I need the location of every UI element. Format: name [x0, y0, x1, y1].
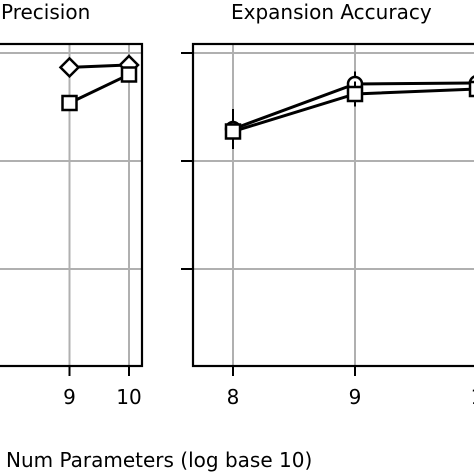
square-marker [120, 66, 138, 83]
square-marker [468, 80, 474, 98]
shared-x-axis-label: Num Parameters (log base 10) [6, 448, 312, 472]
expansion-accuracy-series [224, 71, 474, 149]
precision-panel: Precision 9 10 [0, 0, 144, 409]
precision-axes-frame [0, 42, 144, 368]
square-marker [224, 123, 242, 140]
expansion-accuracy-x-ticks: 8 9 1 [227, 366, 474, 409]
x-tick-label: 10 [116, 385, 141, 409]
expansion-accuracy-panel: Expansion Accuracy 8 9 1 [181, 0, 474, 409]
axes-border [0, 42, 144, 368]
precision-series [58, 54, 140, 112]
expansion-accuracy-title: Expansion Accuracy [231, 0, 432, 24]
x-tick-label: 9 [349, 385, 362, 409]
expansion-accuracy-axes-frame [181, 42, 474, 368]
precision-x-ticks: 9 10 [63, 366, 142, 409]
series-line [68, 73, 130, 105]
x-tick-label: 1 [471, 385, 474, 409]
axes-border [191, 42, 474, 368]
square-marker [346, 85, 364, 103]
x-tick-label: 9 [63, 385, 76, 409]
precision-grid [0, 44, 142, 366]
precision-title: Precision [1, 0, 90, 24]
x-tick-label: 8 [227, 385, 240, 409]
square-marker [61, 94, 78, 112]
diamond-marker [58, 56, 81, 79]
